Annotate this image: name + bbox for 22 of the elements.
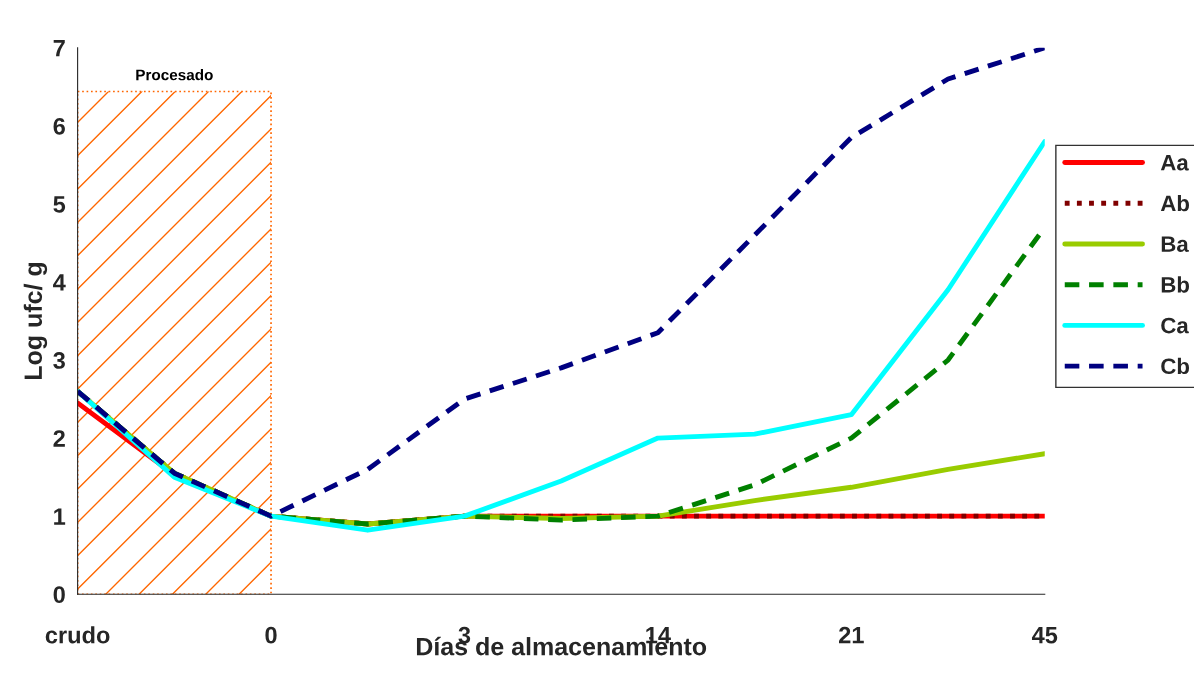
- y-tick-label: 0: [53, 586, 65, 603]
- y-tick-label: 1: [54, 508, 66, 525]
- y-axis-title: Log ufc/ g: [23, 262, 48, 380]
- legend-label: Ca: [1161, 317, 1189, 334]
- legend-label: Ab: [1160, 194, 1190, 212]
- band-label: Procesado: [136, 69, 213, 81]
- legend-label: Bb: [1161, 276, 1190, 293]
- x-tick-label: 0: [265, 626, 277, 644]
- x-tick-label: crudo: [45, 626, 110, 644]
- y-tick-label: 4: [53, 274, 66, 291]
- y-tick-label: 2: [53, 430, 65, 447]
- y-tick-label: 3: [53, 352, 65, 369]
- line-series: [77, 47, 1045, 519]
- y-tick-label: 7: [53, 40, 65, 57]
- y-tick-label: 6: [53, 117, 65, 135]
- x-tick-label: 21: [839, 626, 864, 644]
- x-tick-label: 45: [1031, 627, 1058, 644]
- legend-label: Aa: [1160, 155, 1189, 171]
- line-series: [77, 139, 1045, 533]
- legend-label: Ba: [1161, 236, 1189, 252]
- y-tick-label: 5: [53, 196, 66, 213]
- legend-label: Cb: [1161, 357, 1190, 375]
